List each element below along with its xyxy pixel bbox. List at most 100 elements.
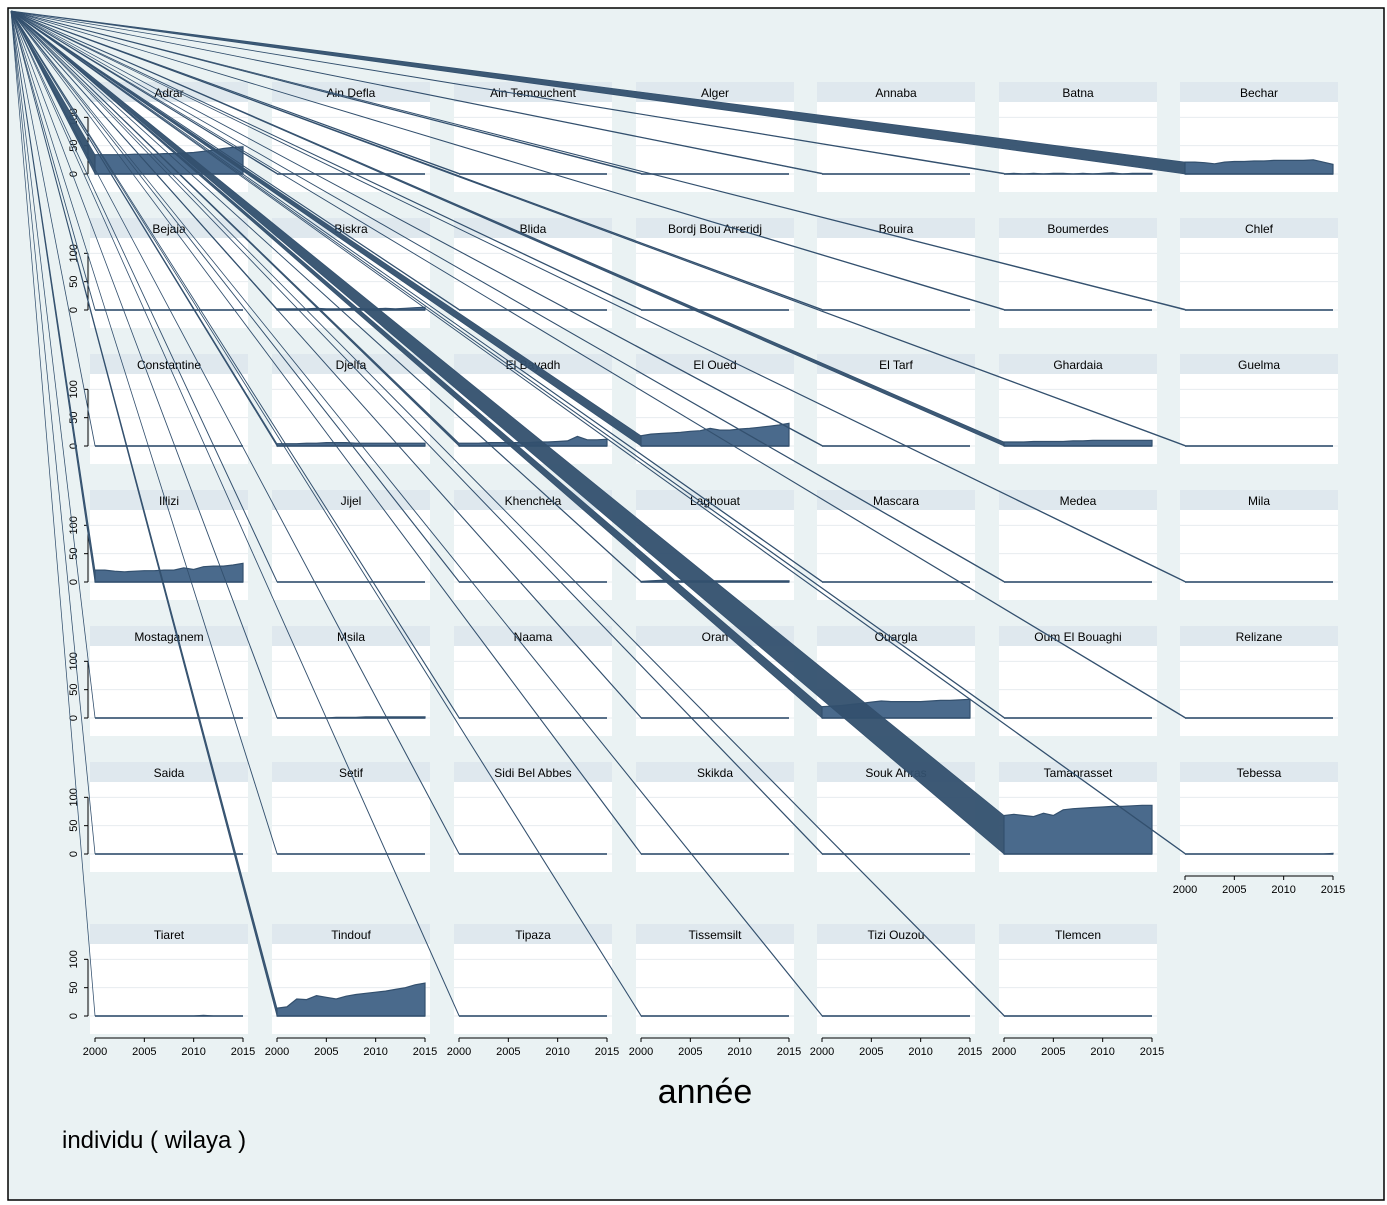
fan-band-relizane bbox=[10, 10, 1186, 719]
fan-band-tindouf bbox=[10, 10, 278, 1017]
panel-bouira: Bouira bbox=[817, 218, 975, 328]
panel-plot-area bbox=[454, 510, 612, 600]
panel-header bbox=[272, 762, 430, 782]
fan-band-mila bbox=[10, 10, 1186, 583]
panel-header bbox=[999, 218, 1157, 238]
panel-tiaret: Tiaret 0 50 100 2000 2005 2010 2015 bbox=[68, 924, 255, 1058]
fan-band-oum-el-bouaghi bbox=[10, 10, 1005, 719]
panel-tlemcen: Tlemcen 2000 2005 2010 2015 bbox=[992, 924, 1164, 1058]
panel-tissemsilt: Tissemsilt 2000 2005 2010 2015 bbox=[629, 924, 801, 1058]
panel-header bbox=[817, 82, 975, 102]
y-tick-label: 100 bbox=[68, 652, 80, 670]
panel-header bbox=[636, 218, 794, 238]
panel-plot-area bbox=[272, 374, 430, 464]
panel-header bbox=[90, 924, 248, 944]
panel-jijel: Jijel bbox=[272, 490, 430, 600]
panel-title: Tiaret bbox=[154, 928, 185, 942]
panel-header bbox=[1180, 82, 1338, 102]
panel-relizane: Relizane bbox=[1180, 626, 1338, 736]
y-tick-label: 100 bbox=[68, 950, 80, 968]
panel-title: Relizane bbox=[1236, 630, 1283, 644]
fan-band-el-bayadh bbox=[10, 10, 460, 447]
panel-el-oued: El Oued bbox=[636, 354, 794, 464]
panel-header bbox=[999, 490, 1157, 510]
panel-el-tarf: El Tarf bbox=[817, 354, 975, 464]
fan-band-mascara bbox=[10, 10, 823, 583]
panel-header bbox=[90, 626, 248, 646]
panel-plot-area bbox=[817, 510, 975, 600]
panel-header bbox=[90, 490, 248, 510]
y-tick-label: 100 bbox=[68, 244, 80, 262]
panel-plot-area bbox=[1180, 102, 1338, 192]
panel-title: Bouira bbox=[879, 222, 914, 236]
panel-mascara: Mascara bbox=[817, 490, 975, 600]
panel-plot-area bbox=[90, 782, 248, 872]
fan-band-ain-defla bbox=[10, 10, 278, 175]
x-tick-label: 2005 bbox=[314, 1046, 338, 1058]
x-tick-label: 2015 bbox=[1321, 884, 1345, 896]
panel-title: Annaba bbox=[875, 86, 917, 100]
y-tick-label: 100 bbox=[68, 788, 80, 806]
fan-band-mostaganem bbox=[10, 10, 96, 719]
panel-title: Ain Temouchent bbox=[490, 86, 577, 100]
fan-band-oran bbox=[10, 10, 642, 719]
fan-band-saida bbox=[10, 10, 96, 855]
panel-plot-area bbox=[817, 238, 975, 328]
panel-ain-temouchent: Ain Temouchent bbox=[454, 82, 612, 192]
panel-plot-area bbox=[636, 944, 794, 1034]
panel-title: Bechar bbox=[1240, 86, 1278, 100]
x-tick-label: 2010 bbox=[727, 1046, 751, 1058]
fan-band-bechar bbox=[10, 10, 1186, 175]
panel-header bbox=[636, 354, 794, 374]
panel-header bbox=[636, 490, 794, 510]
fan-band-blida bbox=[10, 10, 460, 311]
panel-title: Tebessa bbox=[1237, 766, 1282, 780]
panel-title: Tlemcen bbox=[1055, 928, 1101, 942]
panel-title: Naama bbox=[514, 630, 553, 644]
series-area-tindouf bbox=[276, 982, 426, 1017]
fan-band-constantine bbox=[10, 10, 96, 447]
x-tick-label: 2000 bbox=[265, 1046, 289, 1058]
panel-tindouf: Tindouf 2000 2005 2010 2015 bbox=[265, 924, 437, 1058]
panel-constantine: Constantine050100 bbox=[68, 354, 248, 464]
y-tick-label: 0 bbox=[68, 307, 80, 313]
y-tick-label: 50 bbox=[68, 684, 80, 696]
x-tick-label: 2005 bbox=[859, 1046, 883, 1058]
y-tick-label: 50 bbox=[68, 276, 80, 288]
panel-title: Tizi Ouzou bbox=[868, 928, 925, 942]
x-tick-label: 2000 bbox=[83, 1046, 107, 1058]
panel-tipaza: Tipaza 2000 2005 2010 2015 bbox=[447, 924, 619, 1058]
series-area-ghardaia bbox=[1003, 439, 1153, 447]
panel-title: Tissemsilt bbox=[689, 928, 743, 942]
fan-band-ain-temouchent bbox=[10, 10, 460, 175]
y-tick-label: 0 bbox=[68, 579, 80, 585]
fan-band-souk-ahras bbox=[10, 10, 823, 855]
panel-title: Tindouf bbox=[331, 928, 371, 942]
panel-title: Mascara bbox=[873, 494, 919, 508]
x-tick-label: 2005 bbox=[132, 1046, 156, 1058]
series-area-bechar bbox=[1184, 159, 1334, 175]
panel-title: Tipaza bbox=[515, 928, 551, 942]
fan-band-bejaia bbox=[10, 10, 96, 311]
panel-title: Jijel bbox=[341, 494, 362, 508]
panel-plot-area bbox=[90, 944, 248, 1034]
panel-ghardaia: Ghardaia bbox=[999, 354, 1157, 464]
x-tick-label: 2015 bbox=[231, 1046, 255, 1058]
panel-title: El Oued bbox=[693, 358, 736, 372]
fan-band-illizi bbox=[10, 10, 96, 583]
panel-annaba: Annaba bbox=[817, 82, 975, 192]
panel-plot-area bbox=[1180, 646, 1338, 736]
panel-header bbox=[999, 762, 1157, 782]
fan-band-tiaret bbox=[10, 10, 96, 1017]
panel-plot-area bbox=[90, 510, 248, 600]
y-tick-label: 0 bbox=[68, 715, 80, 721]
fan-band-ghardaia bbox=[10, 10, 1005, 447]
panel-header bbox=[1180, 490, 1338, 510]
panel-plot-area bbox=[1180, 782, 1338, 872]
panel-title: Alger bbox=[701, 86, 729, 100]
fan-band-alger bbox=[10, 10, 642, 175]
panel-plot-area bbox=[999, 944, 1157, 1034]
x-tick-label: 2015 bbox=[958, 1046, 982, 1058]
